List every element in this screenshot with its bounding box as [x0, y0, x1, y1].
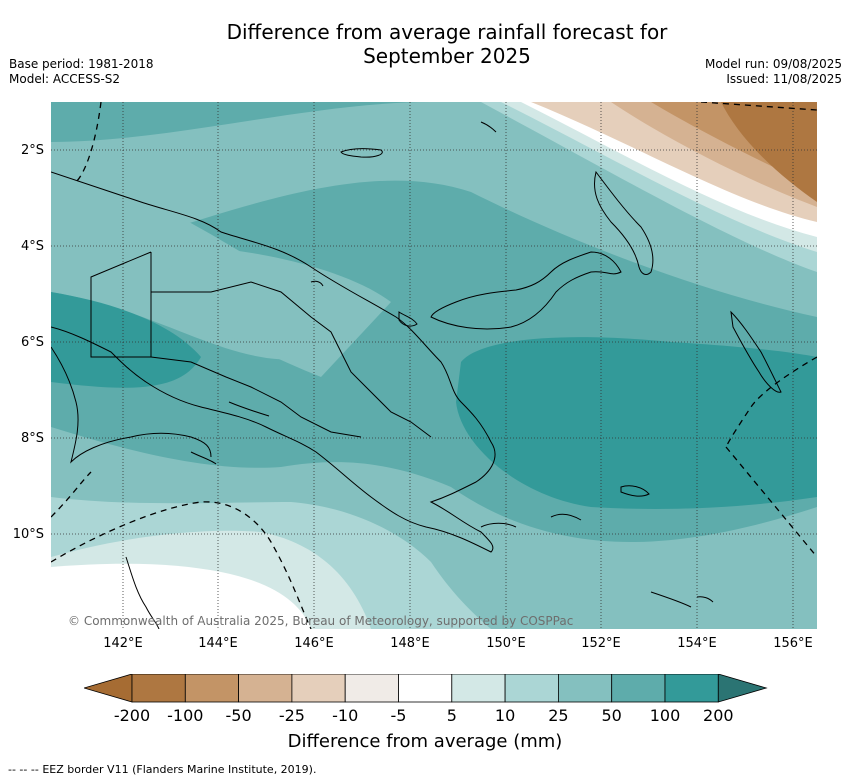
band-near-zero-south [51, 563, 311, 629]
issued-date: Issued: 11/08/2025 [726, 72, 842, 86]
map-canvas [51, 102, 817, 629]
coastlines [51, 121, 782, 629]
colorbar-tick-label: -200 [113, 706, 151, 725]
colorbar-segment [504, 673, 559, 703]
colorbar-segment [238, 673, 293, 703]
colorbar-tick-label: -25 [278, 706, 305, 725]
lon-label: 144°E [198, 636, 238, 651]
title-line-2: September 2025 [363, 44, 531, 68]
colorbar-segment [344, 673, 399, 703]
lon-label: 150°E [486, 636, 526, 651]
lat-label: 2°S [20, 143, 44, 158]
lon-label: 146°E [294, 636, 334, 651]
colorbar-svg [82, 673, 768, 703]
colorbar-tick-label: 10 [494, 706, 516, 725]
lat-label: 4°S [20, 239, 44, 254]
eez-legend: -- -- -- EEZ border V11 (Flanders Marine… [8, 763, 316, 776]
lon-label: 148°E [390, 636, 430, 651]
model-info: Base period: 1981-2018 Model: ACCESS-S2 [9, 57, 154, 87]
colorbar-segment [611, 673, 666, 703]
band-50-100-central [456, 337, 817, 509]
lat-label: 10°S [12, 527, 44, 542]
title-line-1: Difference from average rainfall forecas… [226, 20, 668, 44]
base-period: Base period: 1981-2018 [9, 57, 154, 71]
colorbar-tick-label: 5 [446, 706, 457, 725]
map-title: Difference from average rainfall forecas… [180, 20, 714, 68]
rainfall-map [51, 102, 817, 629]
gridlines [51, 102, 817, 629]
copyright-credit: © Commonwealth of Australia 2025, Bureau… [68, 614, 574, 628]
band-10-25-mid [158, 247, 391, 377]
colorbar-segment [291, 673, 346, 703]
eez-dash-icon: -- -- -- [8, 763, 43, 776]
colorbar-segment [398, 673, 453, 703]
colorbar-tick-label: 50 [601, 706, 622, 725]
colorbar-segment [664, 673, 719, 703]
band-10-25-north [51, 102, 817, 317]
colorbar-segment [557, 673, 613, 703]
colorbar-segment [451, 673, 506, 703]
band-50-100-west [51, 292, 201, 388]
colorbar [82, 673, 768, 708]
colorbar-extend-high [717, 673, 768, 703]
model-name: Model: ACCESS-S2 [9, 72, 121, 86]
colorbar-tick-label: -50 [225, 706, 252, 725]
lon-label: 156°E [773, 636, 813, 651]
lat-label: 6°S [20, 335, 44, 350]
run-info: Model run: 09/08/2025 Issued: 11/08/2025 [705, 57, 842, 87]
colorbar-tick-label: -5 [390, 706, 407, 725]
colorbar-tick-label: 25 [548, 706, 569, 725]
eez-borders [51, 102, 817, 629]
colorbar-segment [184, 673, 240, 703]
lat-label: 8°S [20, 431, 44, 446]
eez-legend-text: EEZ border V11 (Flanders Marine Institut… [42, 763, 317, 776]
colorbar-tick-label: -10 [332, 706, 359, 725]
colorbar-segment [131, 673, 186, 703]
lon-label: 152°E [581, 636, 621, 651]
colorbar-tick-label: -100 [167, 706, 204, 725]
model-run-date: Model run: 09/08/2025 [704, 57, 842, 71]
colorbar-tick-label: 200 [703, 706, 734, 725]
lon-label: 154°E [677, 636, 717, 651]
colorbar-tick-label: 100 [649, 706, 681, 725]
colorbar-title: Difference from average (mm) [287, 731, 563, 752]
colorbar-extend-low [82, 673, 133, 703]
lon-label: 142°E [103, 636, 143, 651]
